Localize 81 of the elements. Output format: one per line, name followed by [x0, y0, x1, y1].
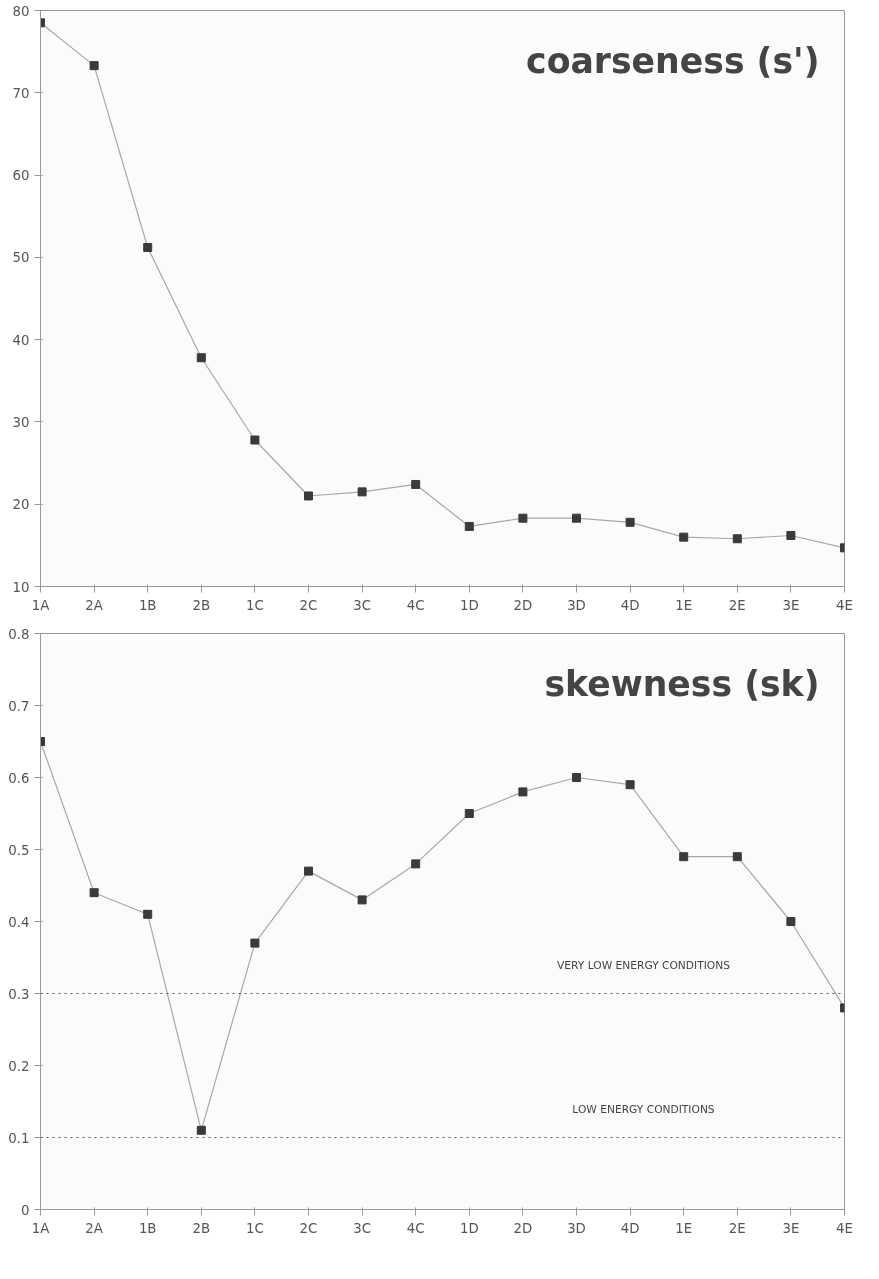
x-tick-label: 1E: [675, 1220, 693, 1236]
point: [196, 1125, 206, 1135]
point: [625, 780, 635, 790]
point: [89, 61, 99, 71]
point: [250, 435, 260, 445]
point: [464, 809, 474, 818]
x-tick-label: 4C: [406, 597, 425, 613]
x-tick-label: 2B: [192, 597, 211, 613]
point: [518, 513, 528, 523]
y-tick-label: 0.1: [8, 1130, 30, 1146]
text: coarseness (s'): [526, 40, 820, 81]
x-tick-label: 1A: [31, 597, 50, 613]
point: [143, 909, 153, 919]
y-tick-label: 0: [21, 1202, 30, 1218]
x-tick-label: 1D: [459, 1220, 479, 1236]
y-tick-label: 20: [12, 497, 30, 513]
x-tick-label: 2E: [728, 1220, 746, 1236]
x-tick-label: 1B: [138, 597, 157, 613]
x-tick-label: 2D: [513, 597, 533, 613]
point: [304, 491, 313, 501]
point: [679, 852, 689, 862]
text: skewness (sk): [544, 663, 820, 704]
point: [732, 852, 742, 862]
y-tick-label: 0.5: [8, 842, 30, 858]
x-tick-label: 4D: [620, 1220, 640, 1236]
point: [411, 479, 421, 489]
x-tick-label: 4E: [836, 1220, 853, 1236]
x-tick-label: 1E: [675, 597, 693, 613]
point: [518, 787, 528, 797]
x-tick-label: 3E: [782, 597, 800, 613]
ref-line-label: VERY LOW ENERGY CONDITIONS: [557, 958, 731, 972]
x-tick-label: 1D: [459, 597, 479, 613]
point: [357, 895, 367, 905]
x-tick-label: 1C: [246, 597, 264, 613]
point: [625, 517, 635, 527]
y-tick-label: 0.8: [8, 626, 30, 642]
point: [411, 859, 421, 869]
point: [304, 866, 313, 876]
point: [464, 521, 474, 531]
x-tick-label: 2D: [513, 1220, 533, 1236]
ref-line-label: LOW ENERGY CONDITIONS: [572, 1102, 715, 1116]
point: [572, 513, 581, 523]
y-tick-label: 0.6: [8, 770, 30, 786]
y-tick-label: 50: [12, 250, 30, 266]
y-tick-label: 0.3: [8, 986, 30, 1002]
x-tick-label: 2C: [299, 597, 318, 613]
point: [250, 938, 260, 948]
x-tick-label: 2A: [85, 1220, 103, 1236]
point: [732, 534, 742, 544]
x-tick-label: 3D: [567, 597, 586, 613]
y-tick-label: 70: [12, 85, 30, 101]
x-tick-label: 1B: [138, 1220, 157, 1236]
point: [786, 530, 796, 540]
point: [196, 353, 206, 363]
x-tick-label: 3C: [353, 1220, 371, 1236]
x-tick-label: 3C: [353, 597, 371, 613]
point: [357, 487, 367, 497]
x-tick-label: 1A: [31, 1220, 50, 1236]
y-tick-label: 0.4: [8, 914, 30, 930]
point: [89, 888, 99, 898]
x-tick-label: 2E: [728, 597, 746, 613]
y-tick-label: 0.7: [8, 698, 30, 714]
point: [786, 917, 796, 926]
x-tick-label: 2C: [299, 1220, 318, 1236]
y-tick-label: 40: [12, 332, 30, 348]
y-tick-label: 30: [12, 414, 30, 430]
point: [679, 532, 689, 542]
y-tick-label: 0.2: [8, 1058, 30, 1074]
x-tick-label: 4C: [406, 1220, 425, 1236]
x-tick-label: 4D: [620, 597, 640, 613]
y-tick-label: 60: [12, 168, 30, 184]
x-tick-label: 4E: [836, 597, 853, 613]
x-tick-label: 1C: [246, 1220, 264, 1236]
point: [572, 773, 581, 782]
x-tick-label: 3E: [782, 1220, 800, 1236]
x-tick-label: 2A: [85, 597, 103, 613]
x-tick-label: 3D: [567, 1220, 586, 1236]
x-tick-label: 2B: [192, 1220, 211, 1236]
y-tick-label: 10: [12, 579, 30, 595]
y-tick-label: 80: [12, 3, 30, 19]
point: [143, 242, 153, 252]
